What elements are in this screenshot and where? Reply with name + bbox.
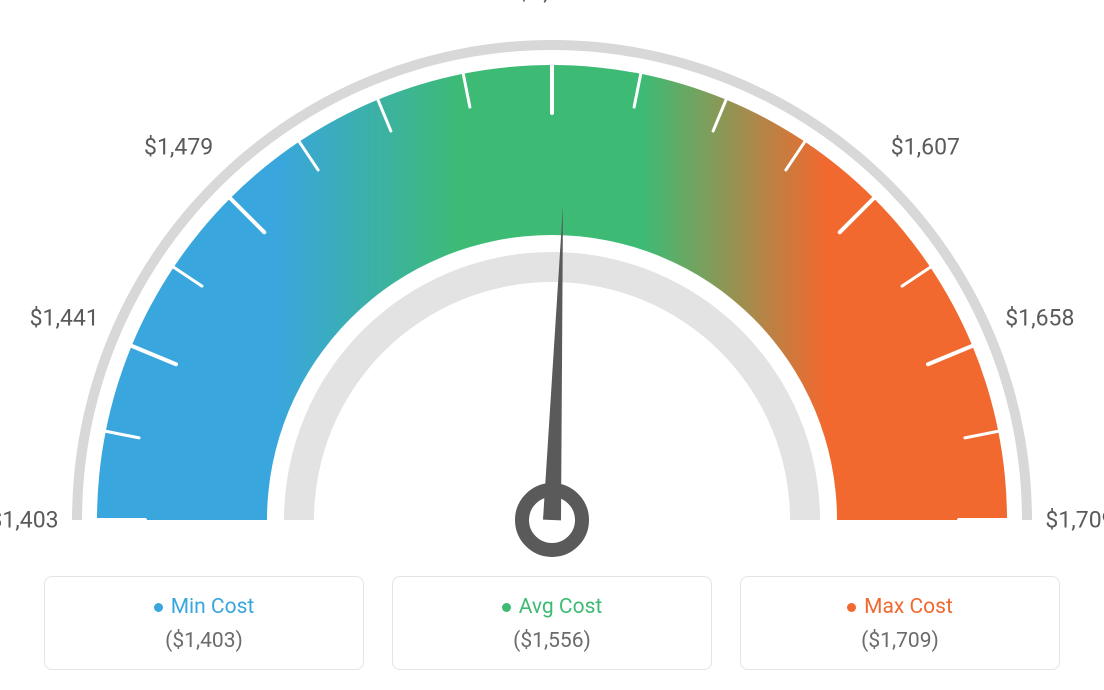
dot-icon <box>502 603 511 612</box>
legend-label-min: Min Cost <box>171 595 255 619</box>
gauge-svg <box>0 0 1104 560</box>
legend-label-avg: Avg Cost <box>519 595 603 619</box>
gauge-area: $1,403 $1,441 $1,479 $1,556 $1,607 $1,658 $1,7… <box>0 0 1104 560</box>
dot-icon <box>154 603 163 612</box>
gauge-tick-label: $1,658 <box>1005 304 1074 331</box>
legend-title-max: Max Cost <box>847 595 953 619</box>
legend-card-min: Min Cost ($1,403) <box>44 576 364 670</box>
legend-title-avg: Avg Cost <box>502 595 603 619</box>
gauge-tick-label: $1,479 <box>144 133 213 160</box>
legend-title-min: Min Cost <box>154 595 255 619</box>
gauge-tick-label: $1,403 <box>0 507 59 534</box>
legend-value-min: ($1,403) <box>55 629 353 653</box>
cost-gauge-container: $1,403 $1,441 $1,479 $1,556 $1,607 $1,658 $1,7… <box>0 0 1104 690</box>
gauge-tick-label: $1,709 <box>1045 507 1104 534</box>
legend-card-avg: Avg Cost ($1,556) <box>392 576 712 670</box>
gauge-tick-label: $1,607 <box>891 133 960 160</box>
legend-value-avg: ($1,556) <box>403 629 701 653</box>
gauge-tick-label: $1,441 <box>30 304 99 331</box>
legend-value-max: ($1,709) <box>751 629 1049 653</box>
legend-row: Min Cost ($1,403) Avg Cost ($1,556) Max … <box>0 576 1104 670</box>
legend-card-max: Max Cost ($1,709) <box>740 576 1060 670</box>
gauge-tick-label: $1,556 <box>517 0 586 6</box>
dot-icon <box>847 603 856 612</box>
legend-label-max: Max Cost <box>864 595 953 619</box>
